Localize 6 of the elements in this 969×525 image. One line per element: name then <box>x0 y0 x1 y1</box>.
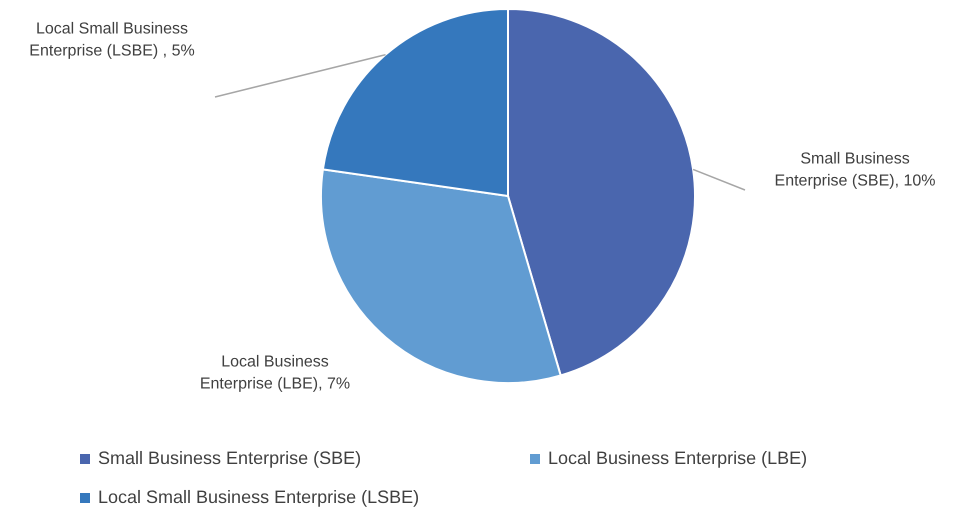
legend-label: Local Small Business Enterprise (LSBE) <box>98 487 420 508</box>
category-label: Local Small Business Enterprise (LSBE) , 5% <box>29 20 195 60</box>
legend-label: Small Business Enterprise (SBE) <box>98 448 362 469</box>
category-label: Small Business Enterprise (SBE), 10% <box>774 150 936 190</box>
category-label: Local Business Enterprise (LBE), 7% <box>200 353 350 392</box>
legend-label: Local Business Enterprise (LBE) <box>548 448 808 469</box>
